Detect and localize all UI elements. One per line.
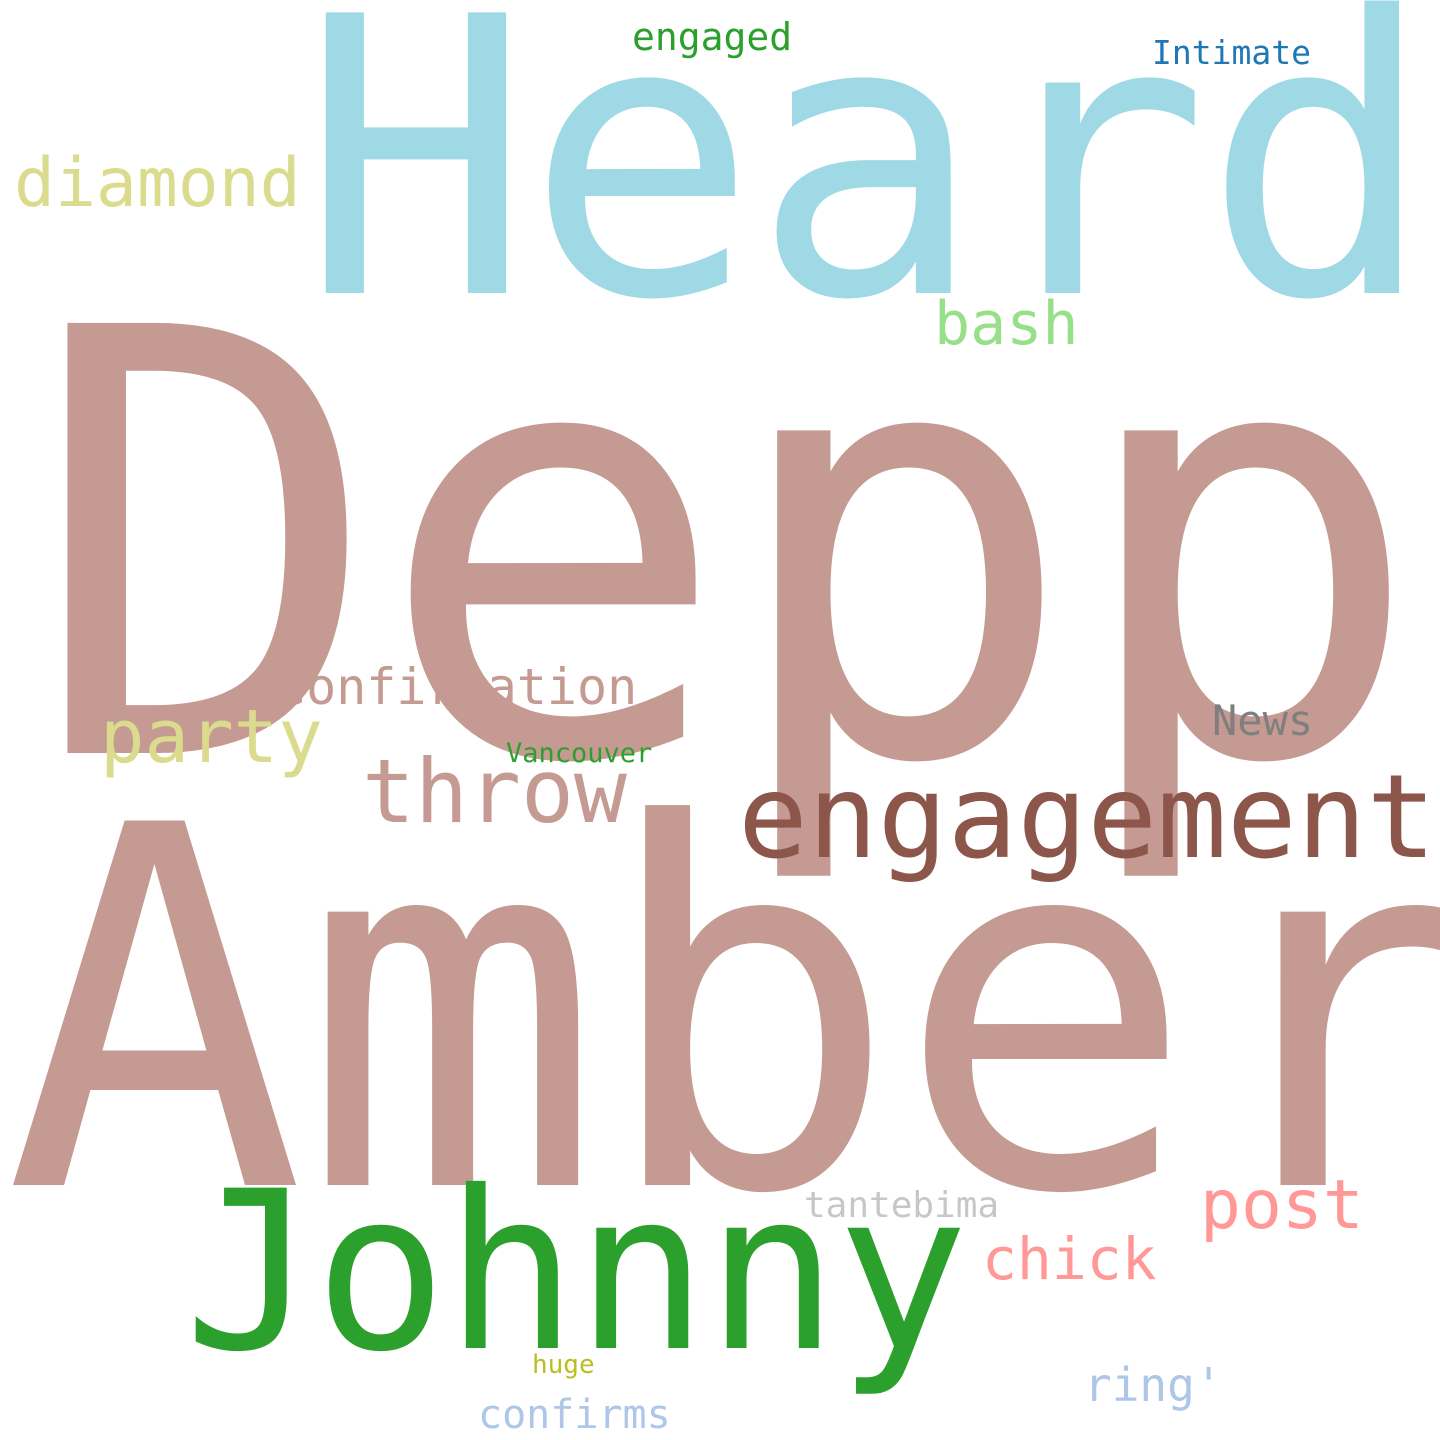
word-johnny: Johnny — [184, 1144, 969, 1400]
word-ring: ring' — [1084, 1358, 1223, 1412]
word-vancouver: Vancouver — [506, 738, 653, 769]
word-diamond: diamond — [14, 144, 301, 223]
word-heard: Heard — [300, 0, 1435, 384]
word-confirmation: confirmation — [276, 658, 638, 716]
word-post: post — [1200, 1166, 1364, 1245]
word-intimate: Intimate — [1152, 33, 1311, 72]
word-bash: bash — [934, 289, 1079, 359]
word-engaged: engaged — [632, 15, 793, 59]
word-throw: throw — [362, 740, 627, 843]
word-tantebima: tantebima — [804, 1185, 1000, 1226]
word-news: News — [1212, 696, 1314, 745]
word-amber: Amber — [4, 721, 1440, 1303]
word-confirms: confirms — [478, 1392, 671, 1438]
word-chick: chick — [982, 1225, 1157, 1293]
word-party: party — [100, 694, 323, 780]
word-depp: Depp — [28, 206, 1425, 893]
word-huge: huge — [532, 1350, 595, 1380]
word-engagement: engagement — [738, 750, 1437, 885]
